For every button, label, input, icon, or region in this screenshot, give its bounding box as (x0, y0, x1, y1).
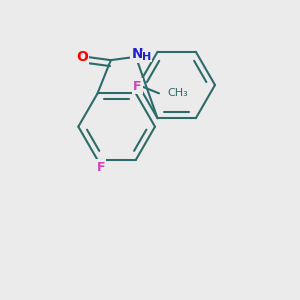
Text: N: N (132, 47, 143, 61)
Text: O: O (76, 50, 88, 64)
Text: CH₃: CH₃ (167, 88, 188, 98)
Text: H: H (142, 52, 152, 62)
Text: F: F (97, 161, 105, 174)
Text: F: F (133, 80, 142, 93)
